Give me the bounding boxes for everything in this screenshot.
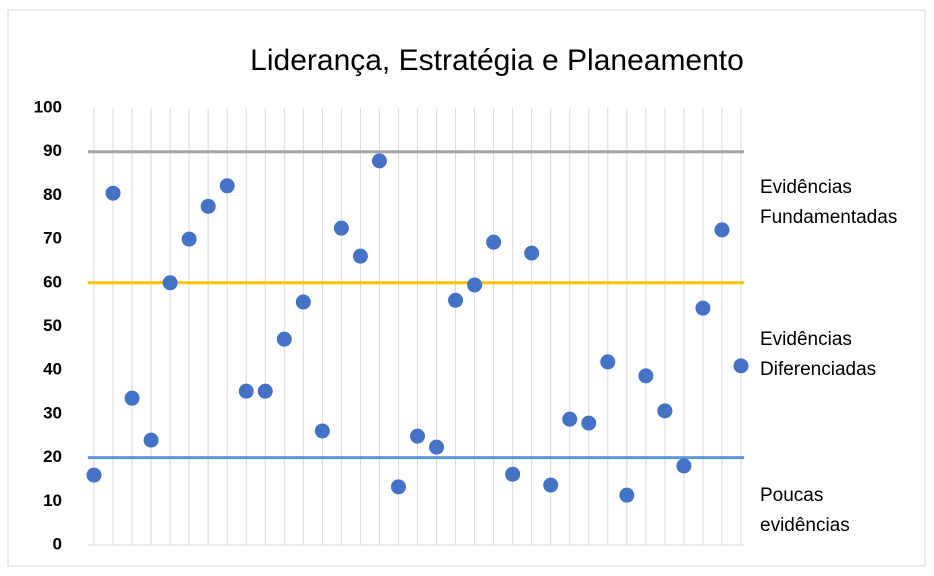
point	[181, 231, 197, 247]
y-tick-label: 0	[53, 534, 62, 553]
point	[657, 403, 673, 419]
y-tick-label: 70	[43, 229, 62, 248]
point	[429, 439, 445, 455]
y-tick-label: 30	[43, 403, 62, 422]
annotation: Poucas	[760, 485, 823, 506]
point	[505, 466, 521, 482]
point	[695, 300, 711, 316]
point	[524, 245, 540, 261]
y-tick-label: 90	[43, 141, 62, 160]
y-tick-label: 20	[43, 447, 62, 466]
y-tick-label: 100	[34, 97, 62, 116]
point	[257, 383, 273, 399]
annotation: Fundamentadas	[760, 207, 897, 228]
point	[276, 331, 292, 347]
point	[448, 292, 464, 308]
point	[162, 275, 178, 291]
point	[410, 428, 425, 444]
point	[581, 415, 597, 431]
y-tick-label: 40	[43, 360, 62, 379]
point	[238, 383, 254, 399]
point	[619, 487, 635, 503]
point	[676, 458, 692, 474]
point	[543, 477, 559, 493]
point	[219, 178, 235, 194]
point	[733, 358, 749, 374]
point	[124, 390, 140, 406]
y-tick-label: 80	[43, 185, 62, 204]
y-tick-label: 50	[43, 316, 62, 335]
point	[562, 411, 578, 427]
point	[714, 222, 730, 238]
annotation: Diferenciadas	[760, 359, 876, 380]
chart-border	[7, 9, 926, 567]
point	[390, 479, 406, 495]
y-tick-label: 10	[43, 491, 62, 510]
point	[105, 185, 121, 201]
chart-title: Liderança, Estratégia e Planeamento	[250, 44, 744, 77]
point	[371, 153, 387, 169]
point	[333, 220, 349, 236]
point	[467, 277, 483, 293]
point	[295, 294, 311, 310]
point	[143, 432, 159, 448]
point	[200, 198, 216, 214]
annotation: Evidências	[760, 329, 852, 350]
point	[600, 354, 616, 370]
point	[486, 234, 502, 250]
point	[314, 423, 330, 439]
annotation: Evidências	[760, 177, 852, 198]
point	[86, 467, 102, 483]
point	[352, 248, 368, 264]
annotation: evidências	[760, 515, 850, 536]
point	[638, 368, 654, 384]
y-tick-label: 60	[43, 272, 62, 291]
